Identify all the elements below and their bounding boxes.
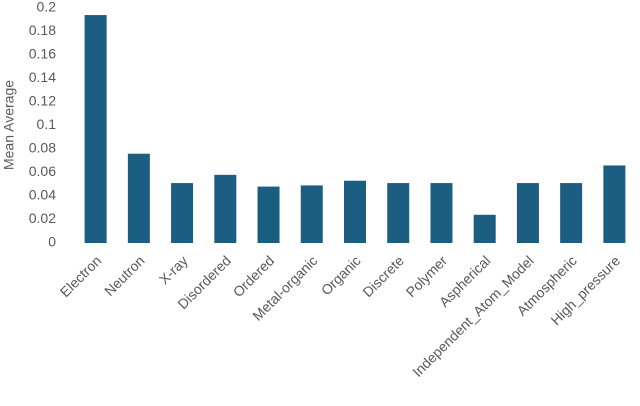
bar [387,183,410,243]
bar [344,180,366,243]
y-tick-label: 0.12 [29,93,56,109]
y-tick-label: 0 [48,234,56,250]
y-tick-label: 0.1 [37,116,57,132]
y-axis-title: Mean Average [1,80,17,170]
y-tick-label: 0.18 [29,22,56,38]
bar [603,165,626,243]
y-tick-label: 0.16 [29,46,56,62]
x-tick-label: Neutron [101,252,148,299]
y-tick-label: 0.14 [29,69,56,85]
y-tick-label: 0.08 [29,140,56,156]
x-tick-label: Discrete [359,252,407,300]
bar [516,183,539,243]
bar [171,183,194,243]
bar [84,15,107,243]
y-tick-label: 0.2 [37,0,57,15]
x-tick-label: X-ray [156,252,191,287]
bar [560,183,583,243]
bar [214,174,237,243]
bar [257,186,280,243]
y-tick-label: 0.04 [29,187,56,203]
bar [127,153,150,243]
y-tick-label: 0.02 [29,210,56,226]
x-tick-label: Organic [318,252,364,298]
bar [300,185,323,243]
y-tick-label: 0.06 [29,163,56,179]
bar [473,214,496,243]
bar [430,183,453,243]
x-tick-label: Electron [57,252,105,300]
